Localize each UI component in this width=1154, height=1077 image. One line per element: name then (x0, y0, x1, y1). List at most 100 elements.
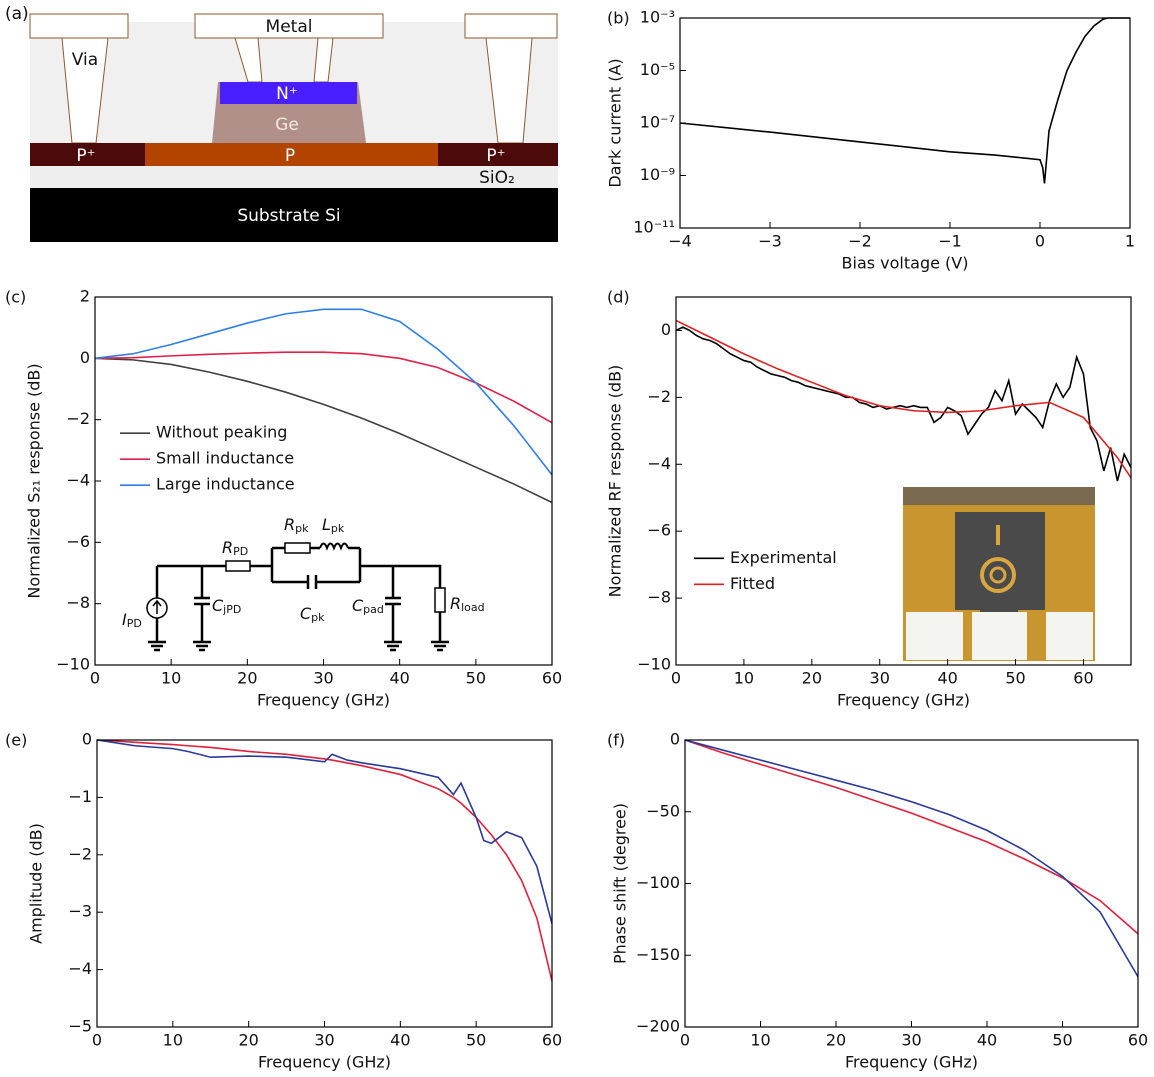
y-tick-label: 10⁻³ (640, 8, 675, 27)
x-tick-label: 30 (314, 1031, 334, 1050)
y-tick-label: −1 (68, 787, 92, 806)
annotation-symbol: I (122, 610, 127, 629)
plot-frame (684, 739, 1139, 1028)
annotation-symbol: L (322, 515, 331, 534)
x-tick-label: 20 (237, 669, 257, 688)
data-line (96, 739, 553, 924)
data-line (675, 326, 1132, 482)
y-tick-label: 10⁻⁵ (640, 60, 675, 79)
y-tick-label: −2 (68, 844, 92, 863)
panel-label: (b) (607, 9, 630, 28)
y-axis-label: Normalized S₂₁ response (dB) (25, 363, 44, 598)
y-tick-label: −6 (647, 521, 671, 540)
label: SiO₂ (479, 168, 515, 188)
x-tick-label: 20 (826, 1031, 846, 1050)
x-tick-label: 0 (671, 669, 681, 688)
annotation-subscript: PD (127, 617, 142, 630)
x-tick-label: 30 (313, 669, 333, 688)
panel-label: (a) (5, 4, 29, 24)
x-tick-label: −3 (758, 232, 782, 251)
x-tick-label: 10 (750, 1031, 770, 1050)
x-axis-label: Frequency (GHz) (258, 1053, 391, 1072)
x-tick-label: −1 (938, 232, 962, 251)
y-tick-label: −4 (68, 959, 92, 978)
data-line (94, 308, 553, 476)
y-tick-label: 2 (80, 287, 90, 306)
x-tick-label: 60 (542, 1031, 562, 1050)
data-line (94, 357, 553, 504)
x-tick-label: 10 (163, 1031, 183, 1050)
x-tick-label: 0 (1035, 232, 1045, 251)
y-tick-label: 10⁻⁹ (640, 165, 675, 184)
panel-label: (e) (5, 731, 27, 750)
x-tick-label: 20 (238, 1031, 258, 1050)
oxide-layer (30, 166, 558, 188)
data-line (675, 319, 1132, 479)
plot-frame (675, 296, 1132, 666)
annotation-symbol: C (352, 596, 364, 615)
y-tick-label: −10 (56, 655, 90, 674)
y-axis-label: Normalized RF response (dB) (606, 365, 625, 598)
x-tick-label: 50 (1005, 669, 1025, 688)
n-plus-layer (220, 82, 357, 104)
y-tick-label: −3 (68, 902, 92, 921)
legend-label: Fitted (730, 574, 775, 593)
substrate (30, 188, 558, 242)
x-tick-label: 40 (937, 669, 957, 688)
y-tick-label: 0 (661, 320, 671, 339)
data-line (684, 739, 1139, 978)
y-tick-label: 0 (82, 730, 92, 749)
annotation: Rpk (284, 515, 309, 536)
annotation: Cpk (300, 604, 325, 625)
legend-label: Large inductance (156, 475, 295, 494)
annotation: Rload (450, 594, 485, 615)
annotation-symbol: C (212, 596, 224, 615)
metal-pad (194, 13, 384, 39)
y-tick-label: −6 (66, 532, 90, 551)
y-tick-label: −5 (68, 1017, 92, 1036)
metal-pad (29, 13, 129, 39)
legend-label: Without peaking (156, 423, 287, 442)
y-tick-label: −50 (646, 801, 680, 820)
y-tick-label: −4 (66, 471, 90, 490)
p-region (145, 143, 438, 166)
x-tick-label: 40 (389, 669, 409, 688)
x-tick-label: 10 (161, 669, 181, 688)
x-tick-label: 30 (870, 669, 890, 688)
annotation-subscript: PD (233, 545, 248, 558)
data-line (96, 739, 553, 982)
y-axis-label: Phase shift (degree) (611, 803, 630, 964)
legend-label: Experimental (730, 548, 837, 567)
annotation: Cpad (352, 596, 384, 617)
x-tick-label: 0 (680, 1031, 690, 1050)
data-line (679, 17, 1130, 184)
y-tick-label: 10⁻⁷ (640, 113, 675, 132)
chip-photo (903, 487, 1095, 661)
y-tick-label: −8 (647, 588, 671, 607)
x-tick-label: 60 (1128, 1031, 1148, 1050)
p-plus-region (438, 143, 558, 166)
p-plus-region (30, 143, 145, 166)
legend-label: Small inductance (156, 449, 294, 468)
x-tick-label: 0 (90, 669, 100, 688)
x-tick-label: 60 (1073, 669, 1093, 688)
x-tick-label: 0 (92, 1031, 102, 1050)
x-axis-label: Bias voltage (V) (842, 254, 969, 273)
x-tick-label: 10 (734, 669, 754, 688)
x-tick-label: 20 (802, 669, 822, 688)
annotation-subscript: pk (311, 611, 325, 624)
device-diagram: (a) Metal Via N⁺ Ge P⁺ P P⁺ SiO₂ Substra… (5, 4, 558, 242)
annotation-subscript: pk (295, 522, 309, 535)
annotation-symbol: R (222, 538, 233, 557)
x-tick-label: 50 (1052, 1031, 1072, 1050)
y-tick-label: −8 (66, 593, 90, 612)
annotation-symbol: C (300, 604, 312, 623)
circuit (146, 542, 449, 652)
annotation-subscript: jPD (222, 603, 241, 616)
metal-pad (464, 13, 558, 39)
y-tick-label: −10 (637, 655, 671, 674)
x-tick-label: 40 (977, 1031, 997, 1050)
y-tick-label: 10⁻¹¹ (633, 218, 675, 237)
x-tick-label: −2 (848, 232, 872, 251)
